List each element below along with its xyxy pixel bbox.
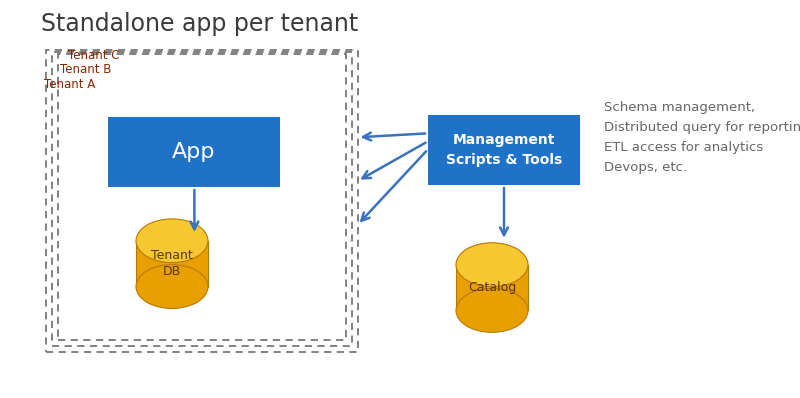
Text: Tenant
DB: Tenant DB: [151, 249, 193, 278]
Text: Management
Scripts & Tools: Management Scripts & Tools: [446, 133, 562, 167]
Text: App: App: [172, 142, 216, 162]
Bar: [456, 265, 528, 310]
Text: Catalog: Catalog: [468, 281, 516, 294]
Bar: [136, 241, 208, 287]
Ellipse shape: [456, 243, 528, 287]
Ellipse shape: [136, 265, 208, 308]
Ellipse shape: [136, 219, 208, 263]
Text: Tenant C: Tenant C: [68, 49, 119, 62]
Text: Schema management,
Distributed query for reporting
ETL access for analytics
Devo: Schema management, Distributed query for…: [604, 101, 800, 174]
Bar: [46, 50, 358, 352]
Bar: [428, 115, 580, 185]
Text: Standalone app per tenant: Standalone app per tenant: [42, 12, 358, 36]
Bar: [108, 117, 280, 187]
Bar: [58, 54, 346, 340]
Ellipse shape: [456, 289, 528, 332]
Text: Tenant A: Tenant A: [44, 78, 95, 91]
Text: Tenant B: Tenant B: [60, 62, 111, 76]
Bar: [52, 52, 352, 346]
